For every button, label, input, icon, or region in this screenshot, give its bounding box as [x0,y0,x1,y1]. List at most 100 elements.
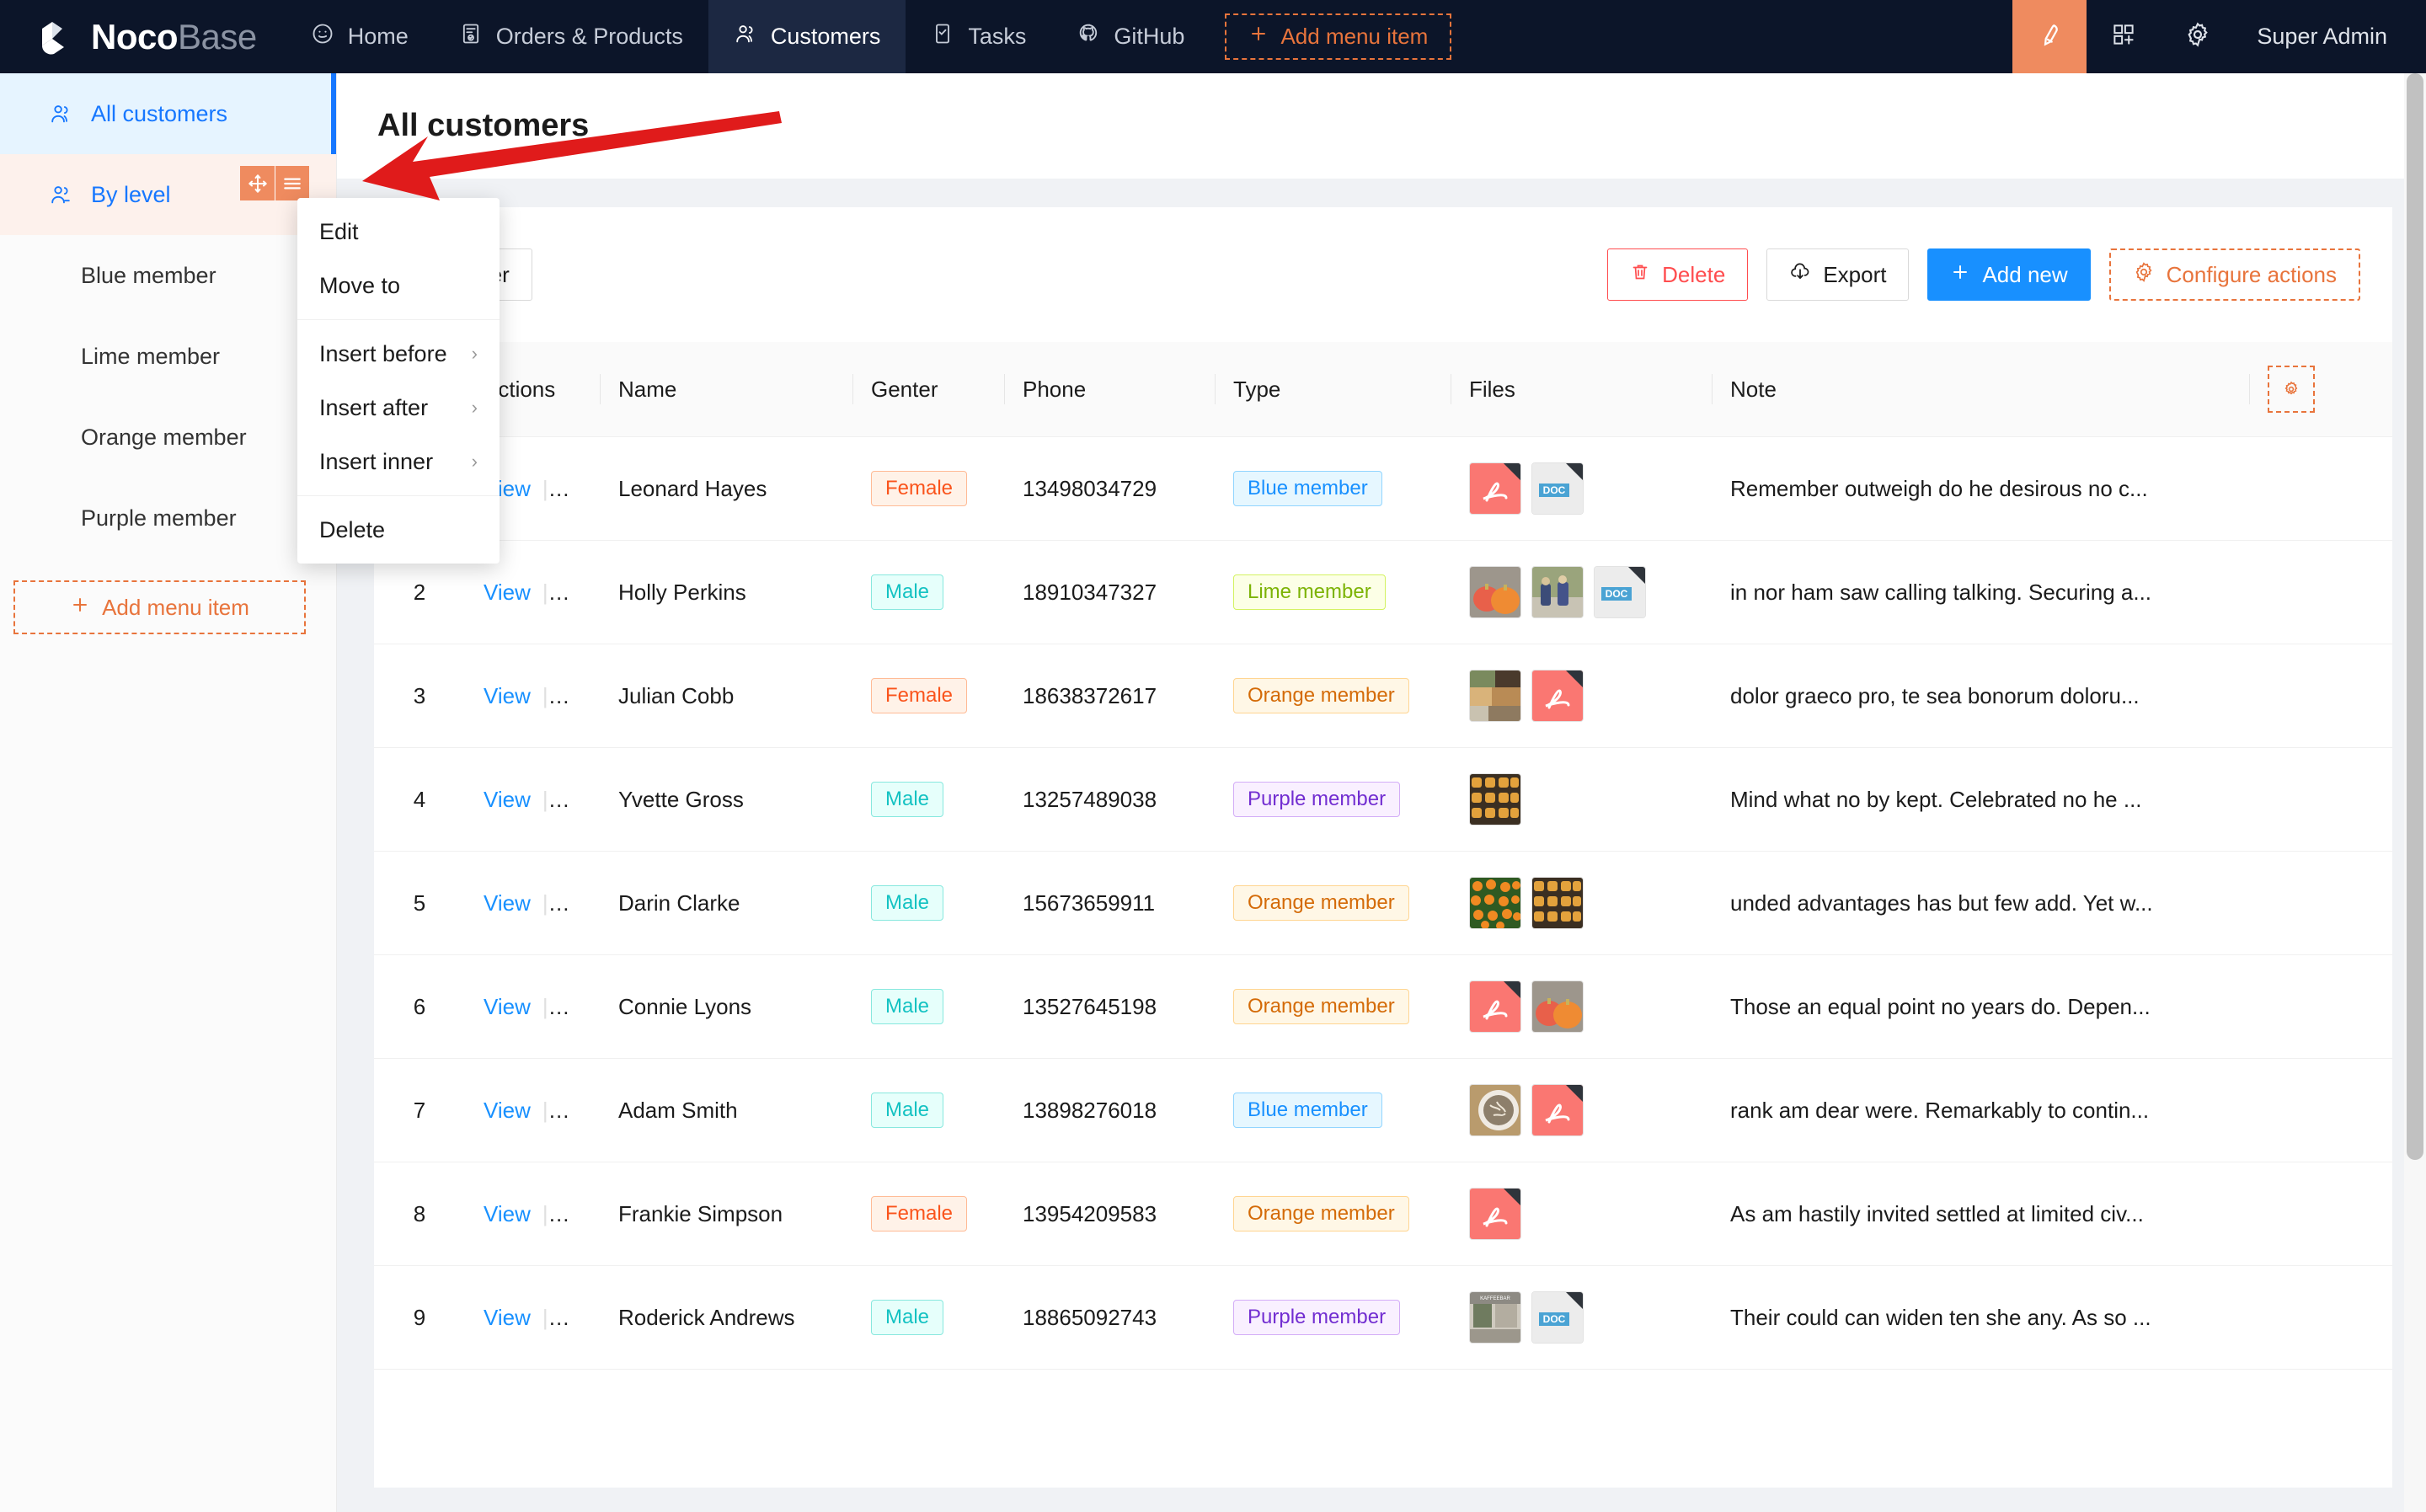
configure-columns-button[interactable] [2268,366,2315,413]
view-link[interactable]: View [484,682,531,708]
nav-item-tasks[interactable]: Tasks [906,0,1051,73]
view-link[interactable]: View [484,786,531,812]
image-thumbnail-berries[interactable] [1469,877,1521,929]
table-row[interactable]: 4 View | Edit Yvette Gross Male 1325748903… [374,747,2392,852]
cell-type: Orange member [1215,954,1451,1059]
context-menu-item-edit[interactable]: Edit [297,205,500,259]
cell-gender: Male [852,851,1004,955]
sidebar-item-blue-member[interactable]: Blue member [0,235,336,316]
table-row[interactable]: 2 View | Edit Holly Perkins Male 189103473… [374,540,2392,644]
image-thumbnail-grain[interactable] [1469,773,1521,825]
doc-file-icon[interactable]: DOC [1531,462,1584,515]
doc-file-icon[interactable]: DOC [1531,1291,1584,1344]
pdf-file-icon[interactable] [1469,1188,1521,1240]
github-icon [1077,22,1100,51]
cell-gender: Female [852,644,1004,748]
add-menu-item-button-sidebar[interactable]: Add menu item [13,580,306,634]
nav-item-customers[interactable]: Customers [708,0,906,73]
view-link[interactable]: View [484,579,531,605]
settings-button[interactable] [2161,0,2235,73]
cell-phone: 13527645198 [1004,954,1215,1059]
view-link[interactable]: View [484,1304,531,1330]
table-row[interactable]: 6 View | Edit Connie Lyons Male 1352764519… [374,954,2392,1059]
nav-item-github[interactable]: GitHub [1051,0,1210,73]
pdf-file-icon[interactable] [1531,670,1584,722]
add-menu-item-button-header[interactable]: Add menu item [1225,13,1452,60]
sidebar-item-orange-member[interactable]: Orange member [0,397,336,478]
image-thumbnail-collage[interactable] [1469,670,1521,722]
action-separator: | [542,890,548,916]
context-menu-label: Move to [319,272,401,298]
hamburger-icon[interactable] [275,166,309,200]
col-header-note[interactable]: Note [1712,342,2249,437]
cell-note: unded advantages has but few add. Yet w.… [1712,851,2249,955]
col-header-type[interactable]: Type [1215,342,1451,437]
image-thumbnail-pumpkins[interactable] [1531,980,1584,1033]
table-row[interactable]: 8 View | Edit Frankie Simpson Female 13954… [374,1162,2392,1266]
table-row[interactable]: 5 View | Edit Darin Clarke Male 1567365991… [374,851,2392,955]
table-row[interactable]: 9 View | Edit Roderick Andrews Male 188650… [374,1265,2392,1370]
type-tag: Blue member [1233,471,1382,506]
sidebar-item-by-level[interactable]: By level [0,154,336,235]
cell-spacer [2249,747,2392,852]
view-link[interactable]: View [484,890,531,916]
col-header-files[interactable]: Files [1451,342,1712,437]
pdf-file-icon[interactable] [1469,980,1521,1033]
nocobase-logo-icon [35,17,76,57]
context-menu-item-insert-after[interactable]: Insert after › [297,381,500,435]
sidebar-item-all-customers[interactable]: All customers [0,73,336,154]
pdf-file-icon[interactable] [1531,1084,1584,1136]
nav-item-orders-products[interactable]: Orders & Products [434,0,708,73]
cell-name: Connie Lyons [600,954,852,1059]
cell-gender: Male [852,1265,1004,1370]
current-user-menu[interactable]: Super Admin [2235,0,2426,73]
context-menu-item-insert-inner[interactable]: Insert inner › [297,435,500,489]
pdf-file-icon[interactable] [1469,462,1521,515]
brand-logo[interactable]: NocoBase [0,0,286,73]
cell-type: Orange member [1215,1162,1451,1266]
vertical-scrollbar[interactable] [2404,73,2426,1512]
action-separator: | [542,475,548,501]
nav-item-home[interactable]: Home [286,0,434,73]
add-new-button[interactable]: Add new [1927,248,2091,301]
image-thumbnail-bowl[interactable] [1469,1084,1521,1136]
cell-name: Frankie Simpson [600,1162,852,1266]
sidebar-item-purple-member[interactable]: Purple member [0,478,336,558]
cell-phone: 15673659911 [1004,851,1215,955]
table-body: View | Edit Leonard Hayes Female 134980347… [374,436,2392,1370]
plugin-manager-button[interactable] [2087,0,2161,73]
context-menu-item-move-to[interactable]: Move to [297,259,500,313]
ui-designer-toggle[interactable] [2012,0,2087,73]
image-thumbnail-pumpkins[interactable] [1469,566,1521,618]
file-thumbnails [1469,1084,1693,1136]
delete-button[interactable]: Delete [1607,248,1749,301]
configure-actions-button[interactable]: Configure actions [2108,248,2360,301]
table-row[interactable]: 7 View | Edit Adam Smith Male 13898276018 … [374,1058,2392,1162]
file-thumbnails [1469,980,1693,1033]
image-thumbnail-grain[interactable] [1531,877,1584,929]
context-menu-item-insert-before[interactable]: Insert before › [297,327,500,381]
view-link[interactable]: View [484,1097,531,1123]
export-button[interactable]: Export [1766,248,1910,301]
doc-file-icon[interactable]: DOC [1594,566,1646,618]
context-menu-item-delete[interactable]: Delete [297,503,500,557]
scrollbar-thumb[interactable] [2407,73,2423,1160]
image-thumbnail-street[interactable]: KAFFEEBAR [1469,1291,1521,1344]
drag-move-icon[interactable] [240,166,275,200]
blocks-icon [2111,22,2136,51]
col-header-genter[interactable]: Genter [852,342,1004,437]
cell-index: 6 [374,954,465,1059]
cell-phone: 13898276018 [1004,1058,1215,1162]
sidebar-item-lime-member[interactable]: Lime member [0,316,336,397]
smiley-icon [311,22,334,51]
view-link[interactable]: View [484,1200,531,1226]
col-header-phone[interactable]: Phone [1004,342,1215,437]
table-row[interactable]: View | Edit Leonard Hayes Female 134980347… [374,436,2392,541]
table-toolbar-right: Delete Export [1607,248,2360,301]
context-menu-label: Insert before [319,340,447,366]
table-row[interactable]: 3 View | Edit Julian Cobb Female 186383726… [374,644,2392,748]
image-thumbnail-people[interactable] [1531,566,1584,618]
col-header-name[interactable]: Name [600,342,852,437]
gear-icon [2184,21,2211,52]
view-link[interactable]: View [484,993,531,1019]
